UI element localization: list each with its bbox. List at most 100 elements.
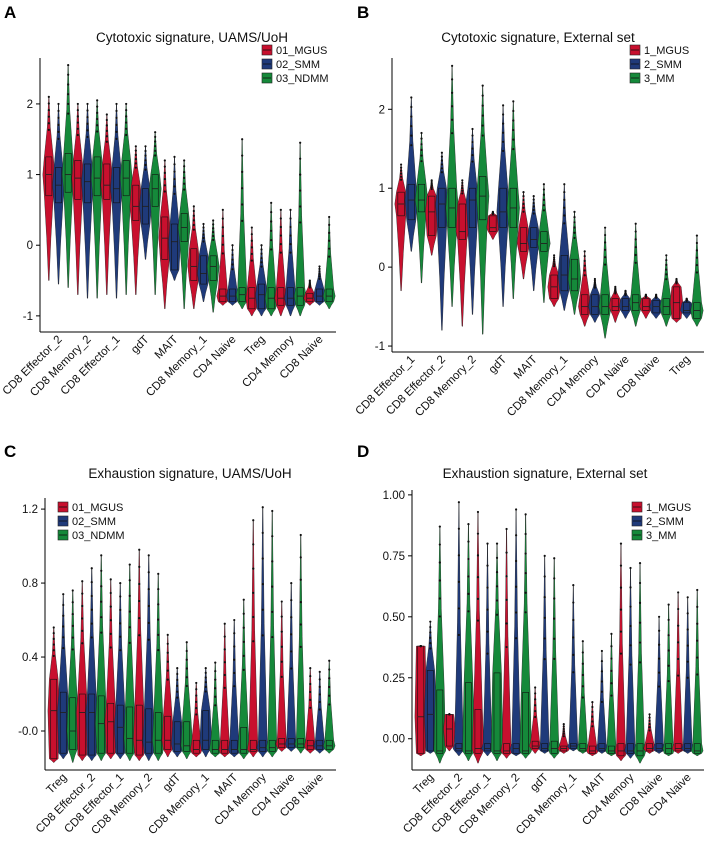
box (550, 740, 558, 754)
outlier-dot (481, 84, 484, 87)
outlier-dot (491, 210, 494, 213)
outlier-dot (553, 557, 556, 560)
outlier-dot (583, 274, 586, 277)
outlier-dot (144, 149, 147, 153)
outlier-dot (260, 248, 263, 251)
outlier-dot (233, 685, 236, 688)
outlier-dot (62, 625, 65, 628)
outlier-dot (610, 682, 613, 685)
outlier-dot (467, 523, 470, 526)
outlier-dot (221, 252, 224, 255)
outlier-dot (96, 111, 99, 114)
violin-2-smm (652, 615, 666, 754)
outliers (271, 509, 274, 639)
box (325, 288, 333, 303)
category-mait: MAIT (153, 155, 191, 362)
outlier-dot (593, 279, 597, 282)
violin-1-mgus (614, 542, 628, 761)
outlier-dot (563, 222, 566, 225)
box (519, 227, 528, 252)
outlier-dot (289, 217, 292, 220)
box (579, 743, 587, 752)
outlier-dot (573, 216, 576, 219)
outlier-dot (192, 209, 195, 213)
box (458, 203, 466, 240)
outliers (212, 219, 215, 242)
outlier-dot (400, 172, 403, 175)
outlier-dot (202, 236, 205, 240)
legend-label: 02_SMM (72, 516, 116, 528)
violin-02-smm (52, 102, 65, 285)
y-tick-label: 1 (27, 170, 33, 182)
outlier-dot (593, 281, 597, 284)
outlier-dot (86, 116, 89, 119)
outlier-dot (542, 204, 546, 207)
panel-letter-c: C (4, 442, 16, 461)
outliers (495, 542, 499, 616)
outlier-dot (185, 676, 188, 679)
outlier-dot (534, 686, 537, 689)
outlier-dot (270, 229, 273, 232)
violin-body (266, 510, 279, 758)
outlier-dot (553, 256, 556, 259)
violin-3-mm (433, 525, 446, 764)
violin-02-smm (110, 102, 123, 299)
violin-2-smm (567, 584, 580, 752)
outlier-dot (543, 575, 546, 578)
outlier-dot (677, 624, 680, 627)
violin-1-mgus (455, 179, 469, 327)
violin-1-mgus (547, 254, 561, 307)
outlier-dot (157, 649, 160, 652)
outlier-dot (515, 559, 518, 563)
outlier-dot (279, 217, 282, 220)
outlier-dot (562, 732, 565, 735)
box (135, 704, 143, 756)
outlier-dot (563, 214, 566, 217)
violin-body (323, 660, 336, 754)
outlier-dot (593, 284, 597, 288)
outlier-dot (204, 671, 207, 674)
outlier-dot (318, 270, 321, 273)
outliers (185, 641, 188, 688)
outlier-dot (328, 685, 331, 689)
box (202, 710, 210, 750)
outlier-dot (109, 646, 112, 649)
outlier-dot (438, 579, 441, 582)
violin-1-mgus (414, 644, 427, 756)
outlier-dot (163, 165, 166, 168)
outlier-dot (429, 647, 432, 650)
outlier-dot (202, 226, 205, 229)
violin-body (47, 627, 60, 763)
y-tick-label: -0.0 (18, 726, 38, 738)
outlier-dot (280, 660, 283, 663)
box (74, 160, 82, 200)
category-mait: MAIT (212, 598, 250, 800)
violin-body (256, 507, 269, 758)
outlier-dot (260, 244, 263, 247)
box (103, 163, 111, 200)
outlier-dot (71, 624, 74, 627)
outliers (600, 649, 604, 704)
outlier-dot (629, 624, 632, 628)
outlier-dot (410, 115, 413, 118)
outlier-dot (212, 231, 215, 234)
box (316, 739, 324, 750)
outlier-dot (280, 675, 283, 678)
violin-body (247, 520, 260, 758)
box (268, 739, 276, 752)
outlier-dot (81, 580, 84, 583)
outlier-dot (163, 190, 166, 193)
outlier-dot (581, 685, 584, 688)
outlier-dot (677, 607, 680, 611)
outlier-dot (461, 184, 464, 187)
outlier-dot (451, 132, 454, 135)
outlier-dot (524, 591, 527, 594)
outliers (270, 201, 273, 251)
outliers (665, 254, 668, 281)
outlier-dot (553, 617, 556, 620)
box (621, 298, 630, 311)
violin-03-ndmm (95, 554, 108, 761)
box (540, 231, 548, 252)
